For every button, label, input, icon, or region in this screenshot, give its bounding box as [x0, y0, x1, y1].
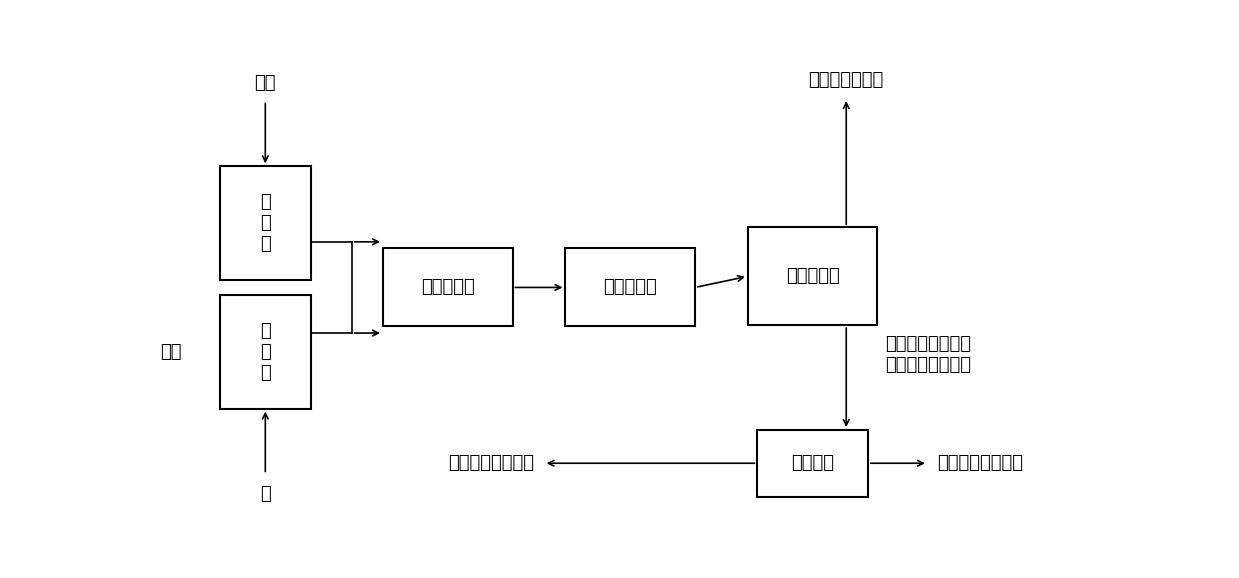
Text: 减压精馏: 减压精馏	[792, 454, 834, 472]
Text: 氯苯: 氯苯	[160, 343, 181, 361]
Bar	[219, 295, 311, 409]
Text: 二苯基氯化膦产品: 二苯基氯化膦产品	[938, 454, 1023, 472]
Text: 氯苯: 氯苯	[254, 73, 276, 92]
Text: 气
化
罐: 气 化 罐	[260, 193, 270, 253]
Bar	[383, 249, 513, 327]
Text: 二苯基氯化膦和苯
基二氯化膦混合物: 二苯基氯化膦和苯 基二氯化膦混合物	[885, 335, 970, 373]
Text: 蒸馏塔蒸馏: 蒸馏塔蒸馏	[786, 267, 840, 286]
Bar	[219, 166, 311, 280]
Text: 苯基二氯化膦产品: 苯基二氯化膦产品	[449, 454, 534, 472]
Text: 混
合
罐: 混 合 罐	[260, 322, 270, 382]
Text: 磷: 磷	[260, 486, 270, 503]
Bar	[565, 249, 695, 327]
Text: 冷凝器冷凝: 冷凝器冷凝	[603, 279, 657, 297]
Bar	[748, 227, 877, 325]
Text: 氯苯回收再利用: 氯苯回收再利用	[809, 72, 883, 90]
Text: 管式反应器: 管式反应器	[421, 279, 475, 297]
Bar	[757, 430, 867, 497]
